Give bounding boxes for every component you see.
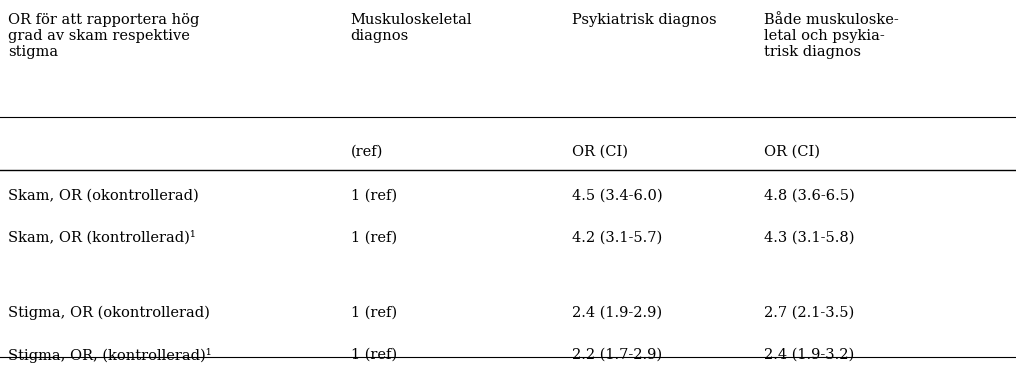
Text: 2.4 (1.9-3.2): 2.4 (1.9-3.2): [764, 348, 854, 362]
Text: Muskuloskeletal
diagnos: Muskuloskeletal diagnos: [351, 13, 472, 43]
Text: Stigma, OR, (kontrollerad)¹: Stigma, OR, (kontrollerad)¹: [8, 348, 211, 363]
Text: Psykiatrisk diagnos: Psykiatrisk diagnos: [572, 13, 716, 27]
Text: 4.3 (3.1-5.8): 4.3 (3.1-5.8): [764, 231, 854, 244]
Text: 1 (ref): 1 (ref): [351, 306, 396, 320]
Text: OR (CI): OR (CI): [572, 145, 628, 158]
Text: Stigma, OR (okontrollerad): Stigma, OR (okontrollerad): [8, 306, 210, 320]
Text: 4.5 (3.4-6.0): 4.5 (3.4-6.0): [572, 188, 662, 202]
Text: 4.2 (3.1-5.7): 4.2 (3.1-5.7): [572, 231, 662, 244]
Text: OR (CI): OR (CI): [764, 145, 820, 158]
Text: 2.2 (1.7-2.9): 2.2 (1.7-2.9): [572, 348, 662, 362]
Text: Skam, OR (kontrollerad)¹: Skam, OR (kontrollerad)¹: [8, 231, 196, 245]
Text: 1 (ref): 1 (ref): [351, 348, 396, 362]
Text: 2.7 (2.1-3.5): 2.7 (2.1-3.5): [764, 306, 854, 320]
Text: 1 (ref): 1 (ref): [351, 231, 396, 244]
Text: 1 (ref): 1 (ref): [351, 188, 396, 202]
Text: OR för att rapportera hög
grad av skam respektive
stigma: OR för att rapportera hög grad av skam r…: [8, 13, 199, 59]
Text: Både muskuloske-
letal och psykia-
trisk diagnos: Både muskuloske- letal och psykia- trisk…: [764, 13, 899, 59]
Text: Skam, OR (okontrollerad): Skam, OR (okontrollerad): [8, 188, 199, 202]
Text: 4.8 (3.6-6.5): 4.8 (3.6-6.5): [764, 188, 854, 202]
Text: 2.4 (1.9-2.9): 2.4 (1.9-2.9): [572, 306, 662, 320]
Text: (ref): (ref): [351, 145, 383, 158]
